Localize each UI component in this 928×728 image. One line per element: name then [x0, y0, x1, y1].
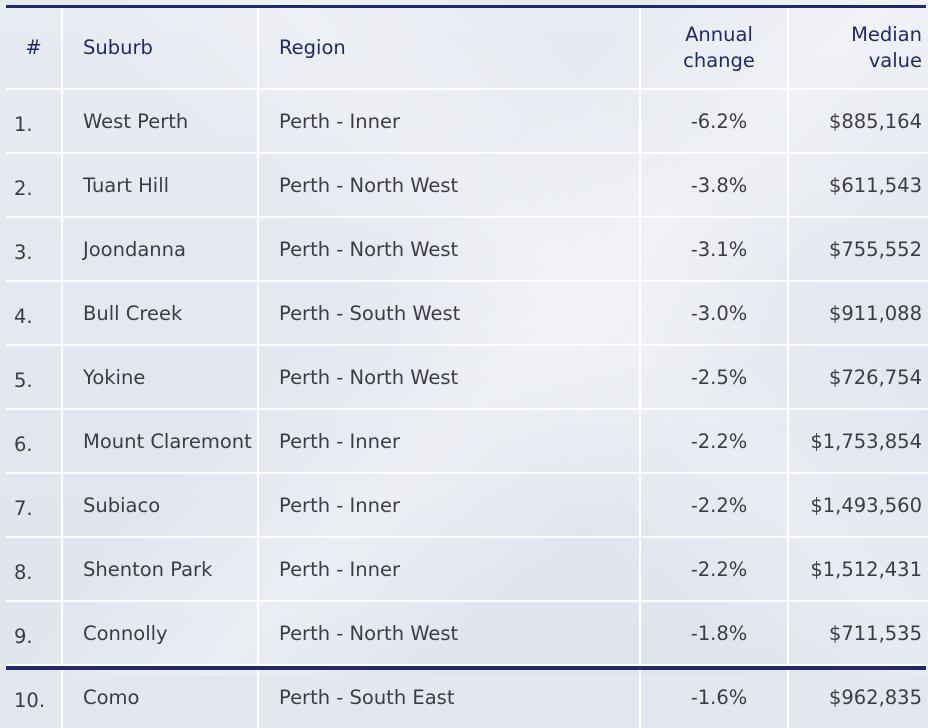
- cell-suburb: Como: [62, 665, 259, 728]
- table-row: 7. Subiaco Perth - Inner -2.2% $1,493,56…: [6, 473, 928, 538]
- cell-median-value: $911,088: [788, 281, 928, 346]
- cell-region: Perth - Inner: [258, 473, 641, 538]
- cell-annual-change: -2.5%: [640, 345, 789, 410]
- cell-annual-change: -3.1%: [640, 217, 789, 282]
- cell-suburb: West Perth: [62, 89, 259, 154]
- header-region: Region: [258, 8, 641, 90]
- cell-rank: 4.: [6, 281, 63, 346]
- cell-region: Perth - North West: [258, 153, 641, 218]
- cell-annual-change: -3.0%: [640, 281, 789, 346]
- cell-annual-change: -3.8%: [640, 153, 789, 218]
- cell-rank: 2.: [6, 153, 63, 218]
- cell-region: Perth - North West: [258, 601, 641, 666]
- cell-suburb: Yokine: [62, 345, 259, 410]
- cell-annual-change: -2.2%: [640, 473, 789, 538]
- cell-rank: 7.: [6, 473, 63, 538]
- table-row: 1. West Perth Perth - Inner -6.2% $885,1…: [6, 89, 928, 154]
- top-rule: [6, 5, 926, 8]
- cell-suburb: Shenton Park: [62, 537, 259, 602]
- cell-region: Perth - South East: [258, 665, 641, 728]
- cell-annual-change: -6.2%: [640, 89, 789, 154]
- cell-annual-change: -1.6%: [640, 665, 789, 728]
- cell-suburb: Connolly: [62, 601, 259, 666]
- header-annual-change-line2: change: [683, 49, 755, 72]
- header-median-value-line1: Median: [851, 23, 922, 46]
- cell-median-value: $1,493,560: [788, 473, 928, 538]
- cell-suburb: Bull Creek: [62, 281, 259, 346]
- header-suburb: Suburb: [62, 8, 259, 90]
- header-median-value-line2: value: [868, 49, 922, 72]
- table-header: # Suburb Region Annual change Median val…: [6, 8, 928, 90]
- header-annual-change: Annual change: [640, 8, 789, 90]
- cell-rank: 10.: [6, 665, 63, 728]
- table-row: 8. Shenton Park Perth - Inner -2.2% $1,5…: [6, 537, 928, 602]
- cell-annual-change: -2.2%: [640, 409, 789, 474]
- table-row: 4. Bull Creek Perth - South West -3.0% $…: [6, 281, 928, 346]
- cell-annual-change: -2.2%: [640, 537, 789, 602]
- suburb-price-table: # Suburb Region Annual change Median val…: [6, 8, 928, 728]
- cell-suburb: Joondanna: [62, 217, 259, 282]
- cell-rank: 1.: [6, 89, 63, 154]
- cell-region: Perth - Inner: [258, 537, 641, 602]
- table-row: 3. Joondanna Perth - North West -3.1% $7…: [6, 217, 928, 282]
- cell-region: Perth - South West: [258, 281, 641, 346]
- cell-rank: 8.: [6, 537, 63, 602]
- cell-rank: 6.: [6, 409, 63, 474]
- cell-rank: 3.: [6, 217, 63, 282]
- header-median-value: Median value: [788, 8, 928, 90]
- cell-median-value: $726,754: [788, 345, 928, 410]
- table-body: 1. West Perth Perth - Inner -6.2% $885,1…: [6, 89, 928, 728]
- table-row: 2. Tuart Hill Perth - North West -3.8% $…: [6, 153, 928, 218]
- cell-median-value: $755,552: [788, 217, 928, 282]
- cell-median-value: $611,543: [788, 153, 928, 218]
- cell-suburb: Tuart Hill: [62, 153, 259, 218]
- cell-median-value: $885,164: [788, 89, 928, 154]
- cell-suburb: Subiaco: [62, 473, 259, 538]
- table-row: 10. Como Perth - South East -1.6% $962,8…: [6, 665, 928, 728]
- header-annual-change-line1: Annual: [685, 23, 753, 46]
- cell-median-value: $711,535: [788, 601, 928, 666]
- header-rank: #: [6, 8, 63, 90]
- cell-rank: 5.: [6, 345, 63, 410]
- cell-median-value: $1,753,854: [788, 409, 928, 474]
- cell-region: Perth - Inner: [258, 89, 641, 154]
- cell-annual-change: -1.8%: [640, 601, 789, 666]
- cell-median-value: $962,835: [828, 685, 922, 709]
- cell-rank: 9.: [6, 601, 63, 666]
- table-row: 9. Connolly Perth - North West -1.8% $71…: [6, 601, 928, 666]
- cell-region: Perth - Inner: [258, 409, 641, 474]
- header-row: # Suburb Region Annual change Median val…: [6, 8, 928, 90]
- table-row: 5. Yokine Perth - North West -2.5% $726,…: [6, 345, 928, 410]
- bottom-rule: [6, 666, 926, 670]
- cell-median-value: $1,512,431: [788, 537, 928, 602]
- cell-region: Perth - North West: [258, 217, 641, 282]
- table-row: 6. Mount Claremont Perth - Inner -2.2% $…: [6, 409, 928, 474]
- cell-region: Perth - North West: [258, 345, 641, 410]
- cell-suburb: Mount Claremont: [62, 409, 259, 474]
